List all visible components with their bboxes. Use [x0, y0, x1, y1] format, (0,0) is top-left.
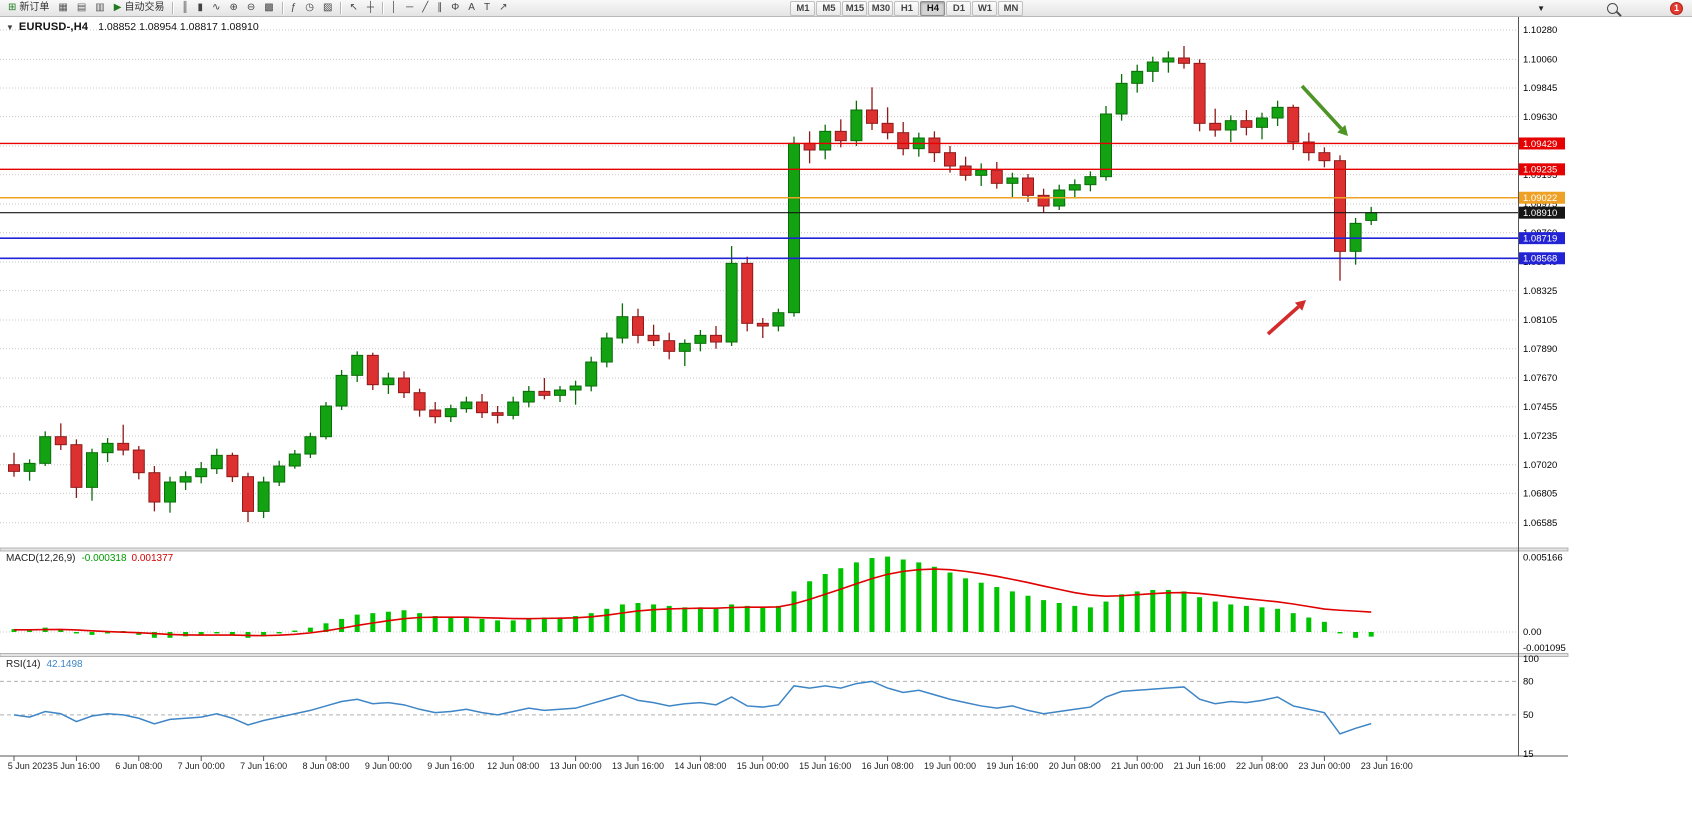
toolbar-separator: [340, 2, 342, 14]
arrows-button[interactable]: ↗: [495, 0, 511, 16]
autotrading-button[interactable]: ▶ 自动交易: [110, 0, 169, 16]
timeframe-m1-button[interactable]: M1: [790, 0, 816, 16]
timeframe-mn-button[interactable]: MN: [998, 0, 1024, 16]
indicators-button[interactable]: ƒ: [287, 0, 301, 16]
tile-windows-icon: ▩: [264, 2, 274, 13]
macd-signal-value: 0.001377: [131, 553, 174, 564]
time-axis[interactable]: [0, 756, 1568, 780]
tile-windows-button[interactable]: ▩: [260, 0, 277, 16]
candlestick-chart-button[interactable]: ▮: [194, 0, 208, 16]
zoom-in-icon: ⊕: [229, 2, 238, 13]
periods-icon: ◷: [305, 2, 314, 13]
fibonacci-button[interactable]: Φ: [447, 0, 463, 16]
profiles-icon: ▤: [76, 2, 87, 13]
notification-badge[interactable]: 1: [1670, 1, 1683, 15]
templates-icon: ▨: [322, 2, 333, 13]
text-button[interactable]: A: [464, 0, 479, 16]
new-order-button-label: 新订单: [19, 2, 50, 13]
label-button[interactable]: T: [480, 0, 494, 16]
cursor-button[interactable]: ↖: [345, 0, 361, 16]
rsi-indicator-label: RSI(14) 42.1498: [6, 659, 83, 670]
trendline-button[interactable]: ╱: [418, 0, 432, 16]
main-toolbar: ⊞ 新订单 ▦ ▤ ▥ ▶ 自动交易 ║ ▮ ∿ ⊕ ⊖ ▩ ƒ ◷ ▨ ↖ ┼ │ ─ ╱ ∥ Φ A T ↗ M1 M5 M15 M3…: [0, 0, 1692, 17]
macd-indicator-label: MACD(12,26,9) -0.000318 0.001377: [6, 553, 173, 564]
vertical-line-button[interactable]: │: [387, 0, 401, 16]
bar-chart-icon: ║: [181, 2, 189, 13]
fibonacci-icon: Φ: [451, 2, 460, 13]
timeframe-m15-button[interactable]: M15: [842, 0, 868, 16]
symbol-period-label: EURUSD-,H4: [18, 21, 89, 33]
timeframe-m30-button[interactable]: M30: [868, 0, 894, 16]
bar-chart-button[interactable]: ║: [177, 0, 192, 16]
label-icon: T: [483, 2, 491, 13]
rsi-name: RSI(14): [6, 659, 41, 670]
data-window-button[interactable]: ▥: [91, 0, 108, 16]
one-click-trading-toggle[interactable]: ▼: [6, 22, 14, 32]
toolbar-separator: [381, 2, 383, 14]
cursor-icon: ↖: [349, 2, 358, 13]
horizontal-line-button[interactable]: ─: [402, 0, 417, 16]
zoom-out-icon: ⊖: [246, 2, 256, 13]
price-axis[interactable]: [1518, 17, 1568, 756]
zoom-out-button[interactable]: ⊖: [243, 0, 259, 16]
charts-icon: ▦: [58, 2, 68, 13]
crosshair-button[interactable]: ┼: [363, 0, 378, 16]
timeframe-h4-button[interactable]: H4: [920, 0, 946, 16]
toolbar-right-cluster: ▼ 1: [1537, 1, 1688, 17]
channel-icon: ∥: [437, 2, 443, 13]
data-window-icon: ▥: [95, 2, 105, 13]
trendline-icon: ╱: [422, 2, 429, 13]
arrows-icon: ↗: [499, 2, 508, 13]
toolbar-overflow-icon[interactable]: ▼: [1537, 3, 1545, 13]
macd-main-value: -0.000318: [81, 553, 127, 564]
candlestick-chart-icon: ▮: [197, 2, 204, 13]
timeframe-group: M1 M5 M15 M30 H1 H4 D1 W1 MN: [790, 0, 1024, 16]
chart-title: ▼ EURUSD-,H4 1.08852 1.08954 1.08817 1.0…: [6, 21, 259, 33]
channel-button[interactable]: ∥: [433, 0, 446, 16]
indicators-icon: ƒ: [290, 2, 297, 13]
crosshair-icon: ┼: [366, 2, 374, 13]
toolbar-separator: [172, 2, 174, 14]
timeframe-d1-button[interactable]: D1: [946, 0, 972, 16]
horizontal-line-icon: ─: [406, 2, 414, 13]
timeframe-w1-button[interactable]: W1: [972, 0, 998, 16]
autotrading-icon: ▶: [113, 2, 122, 13]
macd-name: MACD(12,26,9): [6, 553, 76, 564]
zoom-in-button[interactable]: ⊕: [225, 0, 241, 16]
new-order-icon: ⊞: [8, 2, 17, 13]
search-icon[interactable]: [1607, 2, 1622, 17]
chart-plot-area[interactable]: [0, 17, 1518, 756]
autotrading-button-label: 自动交易: [124, 2, 165, 13]
ohlc-values: 1.08852 1.08954 1.08817 1.08910: [98, 21, 259, 33]
rsi-value: 42.1498: [46, 659, 83, 670]
text-icon: A: [468, 2, 475, 13]
timeframe-m5-button[interactable]: M5: [816, 0, 842, 16]
vertical-line-icon: │: [390, 2, 398, 13]
new-order-button[interactable]: ⊞ 新订单: [4, 0, 53, 16]
profiles-button[interactable]: ▤: [73, 0, 90, 16]
line-chart-button[interactable]: ∿: [208, 0, 224, 16]
charts-button[interactable]: ▦: [54, 0, 71, 16]
periods-button[interactable]: ◷: [301, 0, 318, 16]
toolbar-separator: [281, 2, 283, 14]
line-chart-icon: ∿: [212, 2, 221, 13]
timeframe-h1-button[interactable]: H1: [894, 0, 920, 16]
templates-button[interactable]: ▨: [319, 0, 336, 16]
